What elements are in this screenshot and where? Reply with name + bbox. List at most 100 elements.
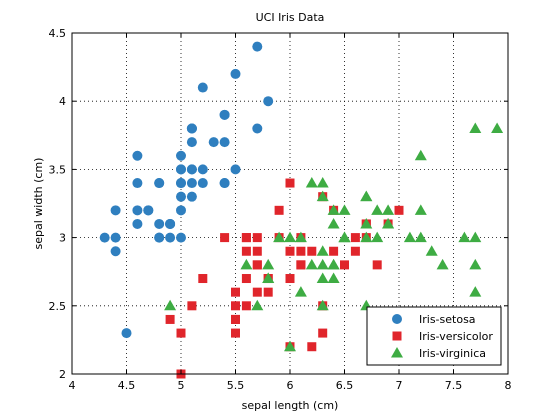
triangle-point [327,258,340,270]
circle-point [186,164,197,175]
legend-label: Iris-versicolor [419,330,493,343]
square-point [263,287,273,297]
y-tick-label: 4.5 [49,27,67,40]
square-point [274,205,284,215]
circle-point [110,232,121,243]
square-point [296,246,306,256]
triangle-point [305,177,318,188]
triangle-point [469,286,482,297]
x-tick-label: 5 [178,379,185,392]
legend-box [366,306,502,366]
legend-label: Iris-setosa [419,313,476,326]
circle-point [197,164,208,175]
triangle-point [294,231,307,243]
circle-point [143,205,154,216]
triangle-point [327,272,340,284]
circle-point [132,150,143,161]
triangle-point [403,231,416,243]
triangle-point [414,149,427,161]
triangle-point [371,204,384,215]
circle-point [252,123,263,134]
triangle-point [284,340,296,352]
series-iris-setosa [99,41,274,339]
triangle-point [240,258,253,270]
square-point [350,246,360,256]
circle-point [176,178,186,189]
square-point [231,301,240,311]
square-point [176,328,186,338]
triangle-point [316,299,329,311]
square-point [241,274,251,284]
circle-point [176,205,186,216]
circle-point [186,123,197,134]
circle-point [176,150,186,161]
square-point [285,178,295,188]
square-point [350,233,360,243]
square-point [296,260,306,270]
square-point [340,260,349,270]
triangle-point [382,204,395,215]
triangle-point [284,231,296,243]
y-tick-label: 2.5 [49,300,67,313]
y-tick-label: 3 [59,232,66,245]
triangle-point [425,245,438,256]
triangle-point [251,299,264,311]
circle-point [154,232,165,243]
triangle-point [360,190,373,202]
square-point [307,342,317,352]
circle-point [99,232,110,243]
square-point [231,287,240,297]
circle-point [230,164,241,175]
square-point [231,328,240,338]
square-point [241,301,251,311]
triangle-point [327,217,340,229]
triangle-point [316,245,329,256]
legend-marker-triangle [391,347,403,358]
triangle-point [262,258,275,270]
circle-point [197,178,208,189]
square-point [220,233,230,243]
axis-ticks: 4 4.5 5 5.5 6 6.5 7 7.5 8 2 2.5 3 3.5 4 4.5 [49,27,512,392]
triangle-point [262,272,275,284]
circle-point [208,137,219,148]
y-tick-label: 4 [59,95,66,108]
legend: Iris-setosa Iris-versicolor Iris-virginica [366,306,502,366]
circle-point [197,82,208,93]
circle-point [110,205,121,216]
circle-point [186,137,197,148]
circle-point [263,96,274,107]
circle-point [176,164,186,175]
triangle-point [371,231,384,243]
square-point [318,328,328,338]
square-point [165,314,175,324]
circle-point [132,178,143,189]
circle-point [121,328,132,339]
circle-point [186,178,197,189]
legend-label: Iris-virginica [419,347,486,360]
y-tick-label: 2 [59,368,66,381]
circle-point [230,68,241,79]
x-tick-label: 8 [505,379,512,392]
triangle-point [414,204,427,215]
square-point [241,233,251,243]
triangle-point [316,190,329,202]
circle-point [176,232,186,243]
x-tick-label: 4.5 [118,379,136,392]
triangle-point [316,258,329,270]
circle-point [154,218,165,229]
x-tick-label: 5.5 [227,379,245,392]
x-axis-label: sepal length (cm) [242,399,339,412]
circle-point [219,137,230,148]
square-point [231,314,240,324]
triangle-point [436,258,449,270]
square-point [372,260,382,270]
triangle-point [338,204,351,215]
circle-point [132,218,143,229]
circle-point [219,178,230,189]
circle-point [110,246,121,257]
square-point [252,246,262,256]
x-tick-label: 6.5 [336,379,354,392]
circle-point [132,205,143,216]
x-tick-label: 4 [69,379,76,392]
